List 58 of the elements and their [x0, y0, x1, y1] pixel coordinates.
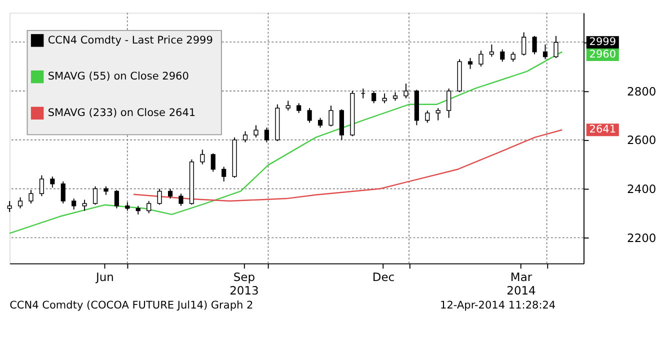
- text: 2641: [589, 124, 616, 136]
- legend-label: SMAVG (233) on Close 2641: [48, 107, 196, 120]
- candlestick: [500, 48, 505, 62]
- legend-label: CCN4 Comdty - Last Price 2999: [48, 34, 213, 46]
- x-tick-label: Sep 2013: [230, 270, 259, 298]
- line-series: [8, 51, 563, 234]
- candlestick: [200, 149, 205, 165]
- candlestick: [510, 51, 516, 62]
- candlestick: [60, 180, 66, 204]
- candlestick: [7, 200, 12, 212]
- x-tick-label: Jun: [94, 270, 114, 284]
- candlestick: [522, 32, 526, 56]
- legend-label: SMAVG (55) on Close 2960: [48, 70, 189, 83]
- candlestick: [425, 110, 430, 124]
- candlestick: [372, 90, 376, 104]
- y-tick-label: 2600: [627, 133, 656, 148]
- candlestick: [542, 44, 548, 60]
- candlestick: [82, 199, 87, 212]
- candlestick: [242, 130, 248, 143]
- candlestick: [318, 117, 323, 128]
- candlestick: [264, 127, 269, 143]
- y-tick-label: 2200: [627, 230, 656, 245]
- candlestick: [296, 102, 302, 114]
- candlestick: [157, 188, 162, 206]
- x-tick-label: Dec: [372, 270, 395, 284]
- candlestick: [532, 35, 537, 55]
- y-tick-label: 2400: [627, 182, 656, 196]
- candlestick: [468, 57, 473, 70]
- candlestick: [50, 176, 55, 188]
- candlestick: [39, 174, 44, 197]
- candlestick: [286, 100, 290, 112]
- candlestick: [210, 152, 216, 172]
- candlestick: [254, 124, 258, 138]
- candlestick: [307, 108, 312, 124]
- text: 2999: [589, 36, 616, 48]
- candlestick: [168, 188, 173, 200]
- candlestick: [404, 83, 408, 99]
- candlestick: [222, 166, 226, 182]
- candlestick: [436, 108, 440, 121]
- text: 2960: [589, 48, 616, 61]
- candlestick: [478, 50, 484, 67]
- text: CCN4 Comdty (COCOA FUTURE Jul14) Graph 2: [10, 299, 254, 312]
- candlestick: [18, 196, 23, 209]
- candlestick: [114, 190, 119, 209]
- y-tick-label: 2800: [627, 84, 656, 98]
- candlestick: [28, 190, 34, 204]
- candlestick: [146, 200, 152, 214]
- candlestick: [382, 92, 387, 104]
- candlestick: [92, 186, 98, 206]
- candlestick: [178, 193, 184, 206]
- candlestick: [446, 88, 452, 118]
- text: 12-Apr-2014 11:28:24: [440, 299, 556, 312]
- candlestick: [328, 105, 334, 127]
- candlestick: [554, 35, 558, 58]
- candlestick: [72, 198, 76, 210]
- candlestick: [489, 44, 494, 58]
- line-series: [132, 129, 563, 202]
- x-tick-label: Mar 2014: [506, 270, 536, 298]
